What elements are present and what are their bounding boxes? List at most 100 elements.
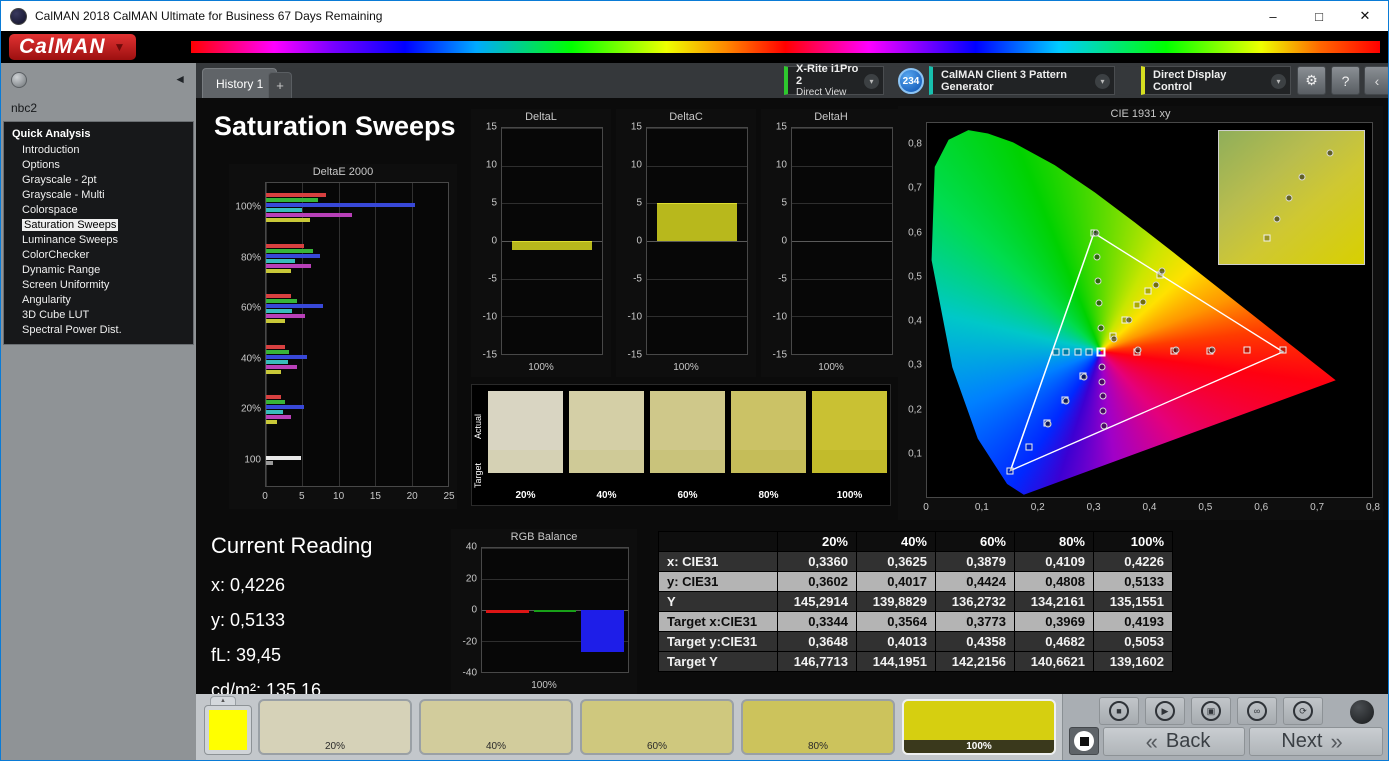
grid-line [647,128,747,129]
current-reading-title: Current Reading [211,533,373,558]
sidebar-item-label: Colorspace [22,204,78,216]
sidebar-item-label: Screen Uniformity [22,279,110,291]
x-tick-label: 20 [406,491,418,502]
table-column-header: 60% [936,532,1014,551]
y-tick-label: 0,8 [908,138,922,150]
expand-tab-icon[interactable]: ▲ [210,696,236,705]
x-tick-label: 15 [369,491,381,502]
loop-button[interactable]: ∞ [1237,697,1277,725]
sidebar-item-saturation-sweeps[interactable]: Saturation Sweeps [4,218,193,233]
help-button[interactable]: ? [1331,66,1360,95]
calman-logo-button[interactable]: CalMAN ▼ [9,34,137,60]
swatch-column-label: 40% [596,490,617,501]
sidebar-item-colorchecker[interactable]: ColorChecker [4,248,193,263]
sidebar-item-angularity[interactable]: Angularity [4,293,193,308]
swatch-column-60% [650,391,725,473]
stop-measure-button[interactable] [1069,727,1099,755]
measured-point [1098,363,1106,371]
sidebar-item-options[interactable]: Options [4,158,193,173]
settings-button[interactable]: ⚙ [1297,66,1326,95]
panel-collapse-button[interactable]: ‹ [1364,66,1388,95]
grid-line [647,354,747,355]
y-tick-label: -15 [627,349,642,361]
sidebar-item-label: Angularity [22,294,71,306]
sidebar-item-screen-uniformity[interactable]: Screen Uniformity [4,278,193,293]
actual-swatch [650,391,725,451]
measured-point [1208,346,1216,354]
grid-line [792,165,892,167]
workflow-name: nbc2 [11,101,38,115]
y-tick-label: -5 [633,273,642,285]
value-cell: 134,2161 [1015,592,1093,611]
value-cell: 0,4424 [936,572,1014,591]
tab-history-1[interactable]: History 1 [202,68,278,98]
value-cell: 139,8829 [857,592,935,611]
x-tick-label: 0,6 [1254,502,1269,513]
sidebar-item-luminance-sweeps[interactable]: Luminance Sweeps [4,233,193,248]
chart-title: DeltaL [525,111,557,123]
chart-title: DeltaC [669,111,703,123]
sidebar-item-dynamic-range[interactable]: Dynamic Range [4,263,193,278]
stop-button[interactable]: ■ [1099,697,1139,725]
deltae-x-axis: 0 5 10 15 20 25 [262,491,454,505]
y-tick-label: 40 [465,541,477,553]
sidebar-item-grayscale-multi[interactable]: Grayscale - Multi [4,188,193,203]
pattern-button-20%[interactable]: 20% [258,699,412,755]
workflow-orb-icon[interactable] [11,72,27,88]
maximize-button[interactable]: □ [1315,8,1323,24]
sidebar-item-grayscale-2pt[interactable]: Grayscale - 2pt [4,173,193,188]
y-tick-label: 10 [775,159,787,171]
play-button[interactable]: ▶ [1145,697,1185,725]
sidebar-item-colorspace[interactable]: Colorspace [4,203,193,218]
value-cell: 0,4226 [1094,552,1172,571]
pattern-generator-dropdown[interactable]: CalMAN Client 3 Pattern Generator ▾ [929,66,1115,95]
chevron-down-icon: ▾ [1095,74,1110,89]
display-control-dropdown[interactable]: Direct Display Control ▾ [1141,66,1291,95]
sidebar-item-label: Introduction [22,144,80,156]
next-button[interactable]: Next » [1249,727,1383,756]
pattern-button-label: 80% [807,741,828,752]
delta-c-y-axis: 15 10 5 0 -5 -10 -15 [616,122,644,361]
close-button[interactable]: ✕ [1359,8,1371,23]
swatch-column-40% [569,391,644,473]
measurement-table: 20% 40% 60% 80% 100% x: CIE31 0,3360 0,3625 0,38… [658,531,1173,672]
current-pattern-button[interactable] [204,705,252,755]
pattern-button-label: 60% [646,741,667,752]
add-tab-button[interactable]: + [268,72,292,98]
swatch-column-100% [812,391,887,473]
x-tick-label: 0,8 [1366,502,1380,513]
pattern-button-100%[interactable]: 100% [902,699,1056,755]
pattern-button-label: 100% [904,740,1054,753]
red-balance-bar [486,610,529,614]
pattern-button-60%[interactable]: 60% [580,699,734,755]
sidebar-item-introduction[interactable]: Introduction [4,143,193,158]
row-label-cell: Y [659,592,777,611]
swatch-column-label: 20% [515,490,536,501]
pattern-button-40%[interactable]: 40% [419,699,573,755]
sidebar-item-3d-cube-lut[interactable]: 3D Cube LUT [4,308,193,323]
value-cell: 0,3648 [778,632,856,651]
page-title: Saturation Sweeps [214,111,456,141]
target-row-label: Target [473,462,483,488]
refresh-button[interactable]: ⟳ [1283,697,1323,725]
sidebar-item-label: Grayscale - 2pt [22,174,97,186]
grid-line [448,183,449,486]
sidebar-collapse-icon[interactable]: ◄ [174,72,186,86]
y-tick-label: -5 [778,273,787,285]
save-button[interactable]: ▣ [1191,697,1231,725]
deltae-bar [266,304,323,309]
y-tick-label: 0,3 [908,359,922,371]
sidebar-item-spectral-power-dist[interactable]: Spectral Power Dist. [4,323,193,338]
pattern-button-80%[interactable]: 80% [741,699,895,755]
delta-c-plot-area [646,127,748,355]
delta-h-plot-area [791,127,893,355]
minimize-button[interactable]: – [1269,8,1277,24]
cie-y-axis: 0,8 0,7 0,6 0,5 0,4 0,3 0,2 0,1 [898,122,924,498]
measured-point [1044,420,1052,428]
back-button[interactable]: « Back [1103,727,1245,756]
value-cell: 0,3564 [857,612,935,631]
meter-dropdown[interactable]: X-Rite i1Pro 2 Direct View ▾ [784,63,884,98]
sidebar-item-label: Dynamic Range [22,264,101,276]
value-cell: 139,1602 [1094,652,1172,671]
